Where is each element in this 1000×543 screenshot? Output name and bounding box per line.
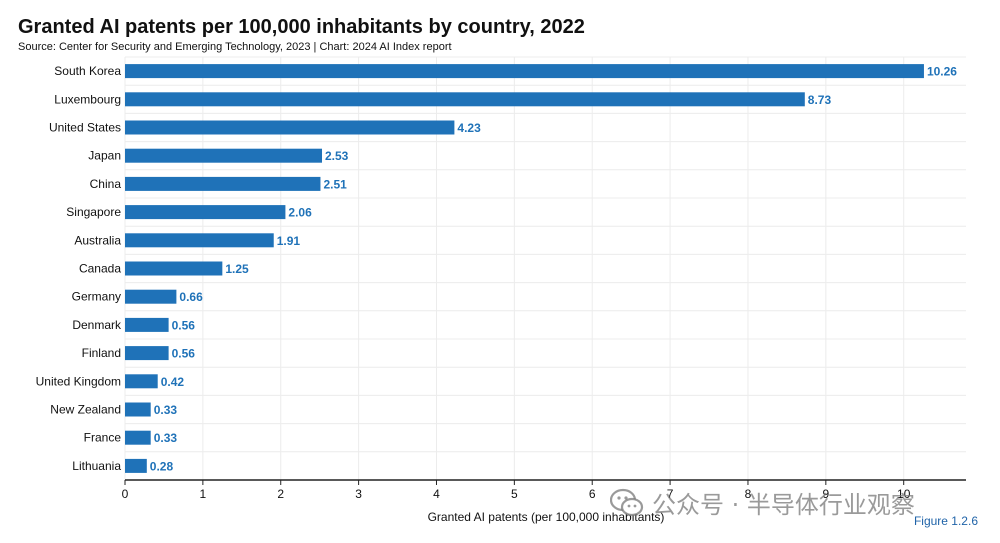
- value-label: 2.53: [325, 149, 349, 163]
- x-tick-label: 5: [511, 487, 518, 501]
- bar: [125, 205, 286, 220]
- figure-label: Figure 1.2.6: [913, 514, 978, 528]
- bar: [125, 402, 151, 417]
- category-label: United Kingdom: [36, 374, 121, 388]
- value-label: 0.33: [154, 403, 178, 417]
- x-tick-label: 8: [745, 487, 752, 501]
- category-label: United States: [49, 121, 121, 135]
- category-label: South Korea: [54, 64, 121, 78]
- x-tick-label: 1: [200, 487, 207, 501]
- x-tick-label: 9: [822, 487, 829, 501]
- watermark-text: 公众号 · 半导体行业观察: [652, 491, 915, 519]
- x-tick-label: 7: [667, 487, 674, 501]
- category-label: Lithuania: [72, 459, 121, 473]
- value-label: 0.42: [161, 375, 185, 389]
- x-axis-title: Granted AI patents (per 100,000 inhabita…: [428, 510, 665, 524]
- x-tick-label: 3: [355, 487, 362, 501]
- value-label: 0.66: [179, 290, 203, 304]
- bar: [125, 64, 924, 79]
- chart-subtitle: Source: Center for Security and Emerging…: [18, 41, 452, 53]
- value-label: 2.06: [288, 206, 312, 220]
- wechat-icon: [610, 488, 644, 516]
- bar: [125, 120, 455, 135]
- value-label: 10.26: [927, 65, 957, 79]
- category-label: Canada: [79, 262, 121, 276]
- bar: [125, 374, 158, 389]
- chart-title: Granted AI patents per 100,000 inhabitan…: [18, 16, 585, 38]
- value-label: 2.51: [323, 177, 347, 191]
- category-label: Luxembourg: [54, 92, 121, 106]
- bar: [125, 148, 323, 163]
- category-label: Japan: [88, 149, 121, 163]
- watermark: 公众号 · 半导体行业观察: [610, 485, 915, 520]
- bar: [125, 458, 147, 473]
- value-label: 4.23: [457, 121, 481, 135]
- category-label: Finland: [82, 346, 121, 360]
- category-label: Denmark: [72, 318, 122, 332]
- x-tick-label: 0: [122, 487, 129, 501]
- x-tick-label: 10: [897, 487, 911, 501]
- x-tick-label: 2: [277, 487, 284, 501]
- x-tick-label: 4: [433, 487, 440, 501]
- bar: [125, 317, 169, 332]
- category-label: New Zealand: [50, 403, 121, 417]
- bar: [125, 346, 169, 361]
- value-label: 0.33: [154, 431, 178, 445]
- bar: [125, 261, 223, 276]
- bar: [125, 233, 274, 248]
- bar: [125, 92, 805, 107]
- value-label: 0.56: [172, 347, 196, 361]
- x-tick-label: 6: [589, 487, 596, 501]
- bar: [125, 176, 321, 191]
- value-label: 1.91: [277, 234, 301, 248]
- category-label: France: [84, 431, 122, 445]
- category-label: China: [90, 177, 122, 191]
- value-label: 1.25: [225, 262, 249, 276]
- bar: [125, 289, 177, 304]
- value-label: 0.28: [150, 459, 174, 473]
- category-label: Australia: [74, 233, 121, 247]
- category-label: Germany: [72, 290, 121, 304]
- bar: [125, 430, 151, 445]
- value-label: 0.56: [172, 318, 196, 332]
- value-label: 8.73: [808, 93, 832, 107]
- category-label: Singapore: [66, 205, 121, 219]
